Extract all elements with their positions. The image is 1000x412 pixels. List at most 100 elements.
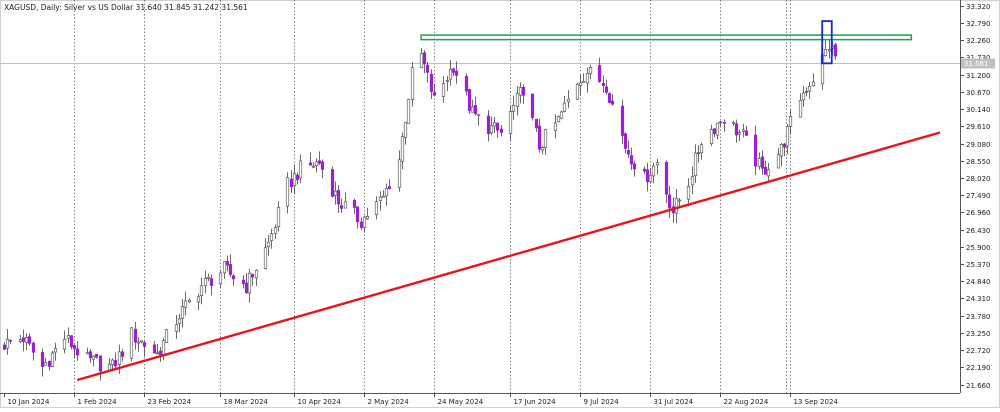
- candle-bear: [88, 351, 93, 359]
- candle-bull: [378, 196, 383, 202]
- candle-bull: [677, 199, 682, 202]
- candle-bull: [62, 339, 67, 350]
- candle-bull: [476, 114, 481, 116]
- candle-bull: [203, 278, 208, 286]
- candle-bear: [597, 65, 602, 82]
- candle-bear: [21, 337, 26, 342]
- resistance-zone[interactable]: [420, 34, 913, 41]
- x-tick-label: 2 May 2024: [368, 398, 410, 406]
- candle-bull: [776, 154, 781, 169]
- candle-bull: [581, 81, 586, 83]
- y-tick-label: 29.080: [966, 141, 991, 149]
- y-tick-label: 30.670: [966, 89, 991, 97]
- y-tick-label: 24.840: [966, 278, 991, 286]
- candle-bull: [823, 49, 828, 56]
- candle-bear: [722, 121, 727, 124]
- candle-bull: [827, 49, 832, 52]
- candle-bear: [225, 261, 230, 266]
- y-tick-label: 27.490: [966, 192, 991, 200]
- candle-bull: [43, 362, 48, 366]
- y-tick-label: 31.200: [966, 72, 991, 80]
- candle-bull: [470, 106, 475, 113]
- candle-bear: [753, 134, 758, 167]
- y-tick-label: 26.430: [966, 227, 991, 235]
- candle-bear: [763, 166, 768, 175]
- candle-bear: [521, 87, 526, 96]
- candle-bear: [120, 351, 125, 357]
- candle-bull: [136, 341, 141, 344]
- candle-bull: [110, 359, 115, 365]
- candle-bull: [553, 122, 558, 132]
- candle-bull: [779, 144, 784, 157]
- y-tick-label: 32.260: [966, 37, 991, 45]
- candle-bull: [381, 195, 386, 198]
- candle-bear: [645, 169, 650, 182]
- candle-bull: [798, 100, 803, 118]
- candle-bull: [562, 102, 567, 112]
- candle-bull: [419, 52, 424, 69]
- candle-bear: [422, 52, 427, 65]
- candle-bull: [801, 92, 806, 101]
- candle-bull: [403, 121, 408, 138]
- candle-bear: [40, 352, 45, 367]
- candle-bear: [8, 340, 13, 342]
- candle-bear: [352, 199, 357, 208]
- time-axis: 10 Jan 2024 1 Feb 2024 23 Feb 2024 18 Mar 2…: [4, 393, 838, 406]
- candle-bear: [486, 115, 491, 134]
- candle-bear: [47, 360, 52, 367]
- current-price-label: 31.561: [964, 60, 989, 68]
- candle-bull: [269, 233, 274, 241]
- highlight-box[interactable]: [821, 20, 833, 65]
- candle-bull: [715, 122, 720, 136]
- candle-bear: [626, 149, 631, 155]
- candle-bear: [620, 105, 625, 136]
- candle-bear: [250, 273, 255, 278]
- candle-bull: [651, 165, 656, 177]
- candle-bear: [607, 93, 612, 103]
- candle-bull: [731, 121, 736, 124]
- candle-bear: [241, 279, 246, 284]
- candle-bear: [355, 206, 360, 223]
- candle-bear: [499, 128, 504, 133]
- candle-bear: [133, 328, 138, 343]
- candle-bull: [508, 111, 513, 134]
- candle-bull: [492, 122, 497, 127]
- y-tick-label: 22.190: [966, 364, 991, 372]
- candle-bear: [667, 194, 672, 209]
- y-tick-label: 31.730: [966, 54, 991, 62]
- candle-bear: [610, 100, 615, 105]
- candle-bull: [374, 201, 379, 216]
- candle-bull: [343, 201, 348, 209]
- candle-bull: [24, 337, 29, 343]
- candle-bull: [686, 186, 691, 200]
- y-tick-label: 25.900: [966, 244, 991, 252]
- candle-bull: [515, 92, 520, 107]
- candle-bear: [473, 105, 478, 115]
- candle-bull: [690, 176, 695, 186]
- candle-bull: [741, 129, 746, 132]
- candle-bull: [737, 132, 742, 135]
- candle-bear: [623, 133, 628, 149]
- candle-bull: [400, 136, 405, 162]
- candle-bear: [718, 121, 723, 124]
- candle-bear: [94, 354, 99, 358]
- candle-bull: [311, 165, 316, 168]
- candle-bear: [72, 345, 77, 350]
- candle-bull: [648, 174, 653, 183]
- candle-bear: [534, 118, 539, 129]
- candle-bull: [445, 80, 450, 82]
- candle-bear: [27, 336, 32, 344]
- y-tick-label: 23.780: [966, 313, 991, 321]
- candle-bear: [537, 125, 542, 150]
- support-trendline[interactable]: [76, 131, 941, 382]
- candle-bull: [448, 69, 453, 80]
- candle-bear: [152, 344, 157, 354]
- candle-bull: [139, 340, 144, 343]
- x-tick-label: 31 Jul 2024: [654, 398, 694, 406]
- candle-bull: [543, 129, 548, 148]
- candle-bear: [295, 174, 300, 181]
- y-tick-label: 28.020: [966, 175, 991, 183]
